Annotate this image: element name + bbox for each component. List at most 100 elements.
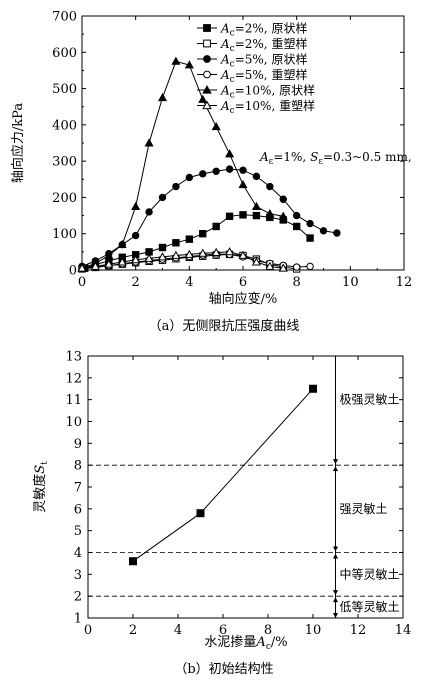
chart-a-data-point — [212, 222, 220, 231]
chart-a-data-point — [157, 92, 168, 102]
chart-a-data-point — [199, 230, 207, 238]
chart-a-y-axis-label: 轴向应力/kPa — [10, 103, 26, 183]
chart-a-data-point — [131, 201, 141, 210]
chart-a-y-tick-label: 100 — [52, 227, 77, 242]
chart-a-data-point — [158, 193, 167, 202]
chart-b-zone-arrow — [333, 459, 338, 465]
chart-b-x-tick-label: 12 — [350, 623, 367, 638]
chart-a-y-tick-label: 600 — [52, 46, 77, 61]
chart-a-legend-marker — [202, 100, 212, 110]
chart-b-zone-arrow — [333, 613, 338, 618]
chart-a-data-point — [158, 243, 167, 252]
chart-b-ticks — [87, 355, 404, 619]
chart-a-x-tick-label: 4 — [185, 275, 193, 290]
chart-a-data-point — [266, 182, 274, 191]
chart-a-data-point — [279, 195, 287, 203]
chart-a-y-tick-label: 0 — [69, 264, 77, 279]
chart-a-data-point — [212, 167, 220, 176]
chart-b-data-point — [309, 384, 317, 393]
chart-a-data-point — [90, 261, 100, 270]
chart-b-caption: （b）初始结构性 — [174, 662, 273, 677]
chart-b-x-tick-label: 10 — [305, 623, 322, 638]
chart-a-data-point — [77, 263, 87, 272]
chart-b-zone-label: 极强灵敏土 — [340, 392, 400, 407]
chart-b-x-axis-label: 水泥掺量Ac/% — [204, 634, 287, 652]
chart-a-x-tick-label: 2 — [132, 275, 140, 290]
chart-a-data-point — [131, 255, 141, 264]
chart-a-legend-marker — [203, 39, 211, 48]
chart-b-y-tick-label: 2 — [74, 590, 82, 605]
chart-a-data-point — [171, 250, 181, 259]
chart-b-zone-label: 低等灵敏土 — [340, 599, 400, 614]
chart-a-legend-label: Ac=5%, 重塑样 — [220, 67, 307, 85]
chart-a-caption: （a）无侧限抗压强度曲线 — [149, 318, 300, 334]
chart-a-data-point — [265, 261, 275, 270]
chart-b-x-tick-label: 8 — [264, 623, 272, 638]
chart-a-data-point — [104, 259, 114, 268]
chart-a-data-point — [252, 172, 261, 181]
chart-a-series-line — [84, 214, 311, 269]
chart-b-series — [129, 384, 317, 566]
chart-b-y-tick-label: 4 — [74, 546, 82, 561]
chart-a-y-tick-label: 500 — [52, 82, 77, 97]
chart-b-y-tick-label: 6 — [74, 502, 82, 517]
chart-a-data-point — [292, 263, 301, 271]
chart-b-y-tick-label: 12 — [65, 371, 82, 386]
chart-a-legend-item: Ac=5%, 重塑样 — [197, 67, 307, 85]
chart-b-y-tick-label: 8 — [74, 459, 82, 474]
chart-a-data-point — [198, 94, 208, 103]
chart-a-legend-marker — [203, 70, 211, 79]
chart-a-x-tick-labels: 0 2 4 6 8 10 12 — [78, 275, 412, 290]
chart-a-series-2 — [78, 165, 341, 271]
chart-a-data-point — [238, 180, 248, 189]
chart-a-y-tick-label: 700 — [52, 10, 77, 25]
chart-a-legend-item: Ac=2%, 原状样 — [197, 21, 307, 39]
chart-a-data-point — [252, 211, 261, 220]
chart-a-y-tick-label: 200 — [52, 191, 77, 206]
chart-a-series-0 — [80, 211, 314, 272]
chart-a-data-point — [171, 56, 181, 65]
chart-a-data-point — [306, 219, 314, 228]
chart-a-annotation: Aε=1%, Sε=0.3~0.5 mm, — [259, 150, 412, 167]
chart-a-data-point — [172, 239, 180, 247]
chart-a-data-point — [144, 138, 154, 147]
chart-a-data-point — [225, 165, 234, 173]
chart-a-legend-marker — [203, 24, 211, 32]
chart-b-y-tick-label: 1 — [74, 612, 82, 627]
chart-a-data-point — [265, 209, 275, 218]
chart-b-x-tick-label: 4 — [174, 623, 182, 638]
chart-a-data-point — [199, 170, 207, 178]
chart-a-data-point — [225, 149, 235, 158]
chart-b-y-tick-label: 10 — [65, 415, 82, 430]
chart-a-series — [77, 56, 341, 273]
chart-b-y-tick-label: 7 — [74, 481, 82, 496]
chart-b-series-line — [132, 388, 314, 562]
chart-a-data-point — [278, 263, 288, 272]
chart-a-data-point — [104, 250, 114, 259]
chart-a-legend-marker — [202, 85, 212, 94]
chart-a-data-point — [306, 262, 314, 271]
chart-a-data-point — [251, 257, 261, 266]
chart-a-x-tick-label: 0 — [78, 275, 86, 290]
chart-a-data-point — [117, 239, 127, 249]
chart-a-legend-label: Ac=2%, 重塑样 — [220, 36, 307, 54]
chart-a-series-line — [81, 60, 284, 269]
chart-b-threshold-lines — [88, 464, 403, 597]
chart-a-x-tick-label: 12 — [396, 275, 413, 290]
chart-b-series-0 — [129, 384, 317, 566]
chart-b-zone-arrow — [333, 546, 338, 552]
chart-a-x-tick-label: 8 — [293, 275, 301, 290]
chart-b-zone-arrow — [333, 597, 338, 603]
chart-a-legend-label: Ac=2%, 原状样 — [220, 21, 307, 39]
chart-a-data-point — [198, 248, 208, 257]
chart-a-x-axis-label: 轴向应变/% — [209, 291, 278, 307]
chart-a-y-tick-label: 400 — [52, 118, 77, 133]
chart-a-data-point — [211, 121, 221, 131]
chart-a-data-point — [319, 227, 328, 235]
chart-b-data-point — [196, 509, 205, 518]
chart-a-data-point — [251, 201, 261, 210]
chart-a-y-tick-label: 300 — [52, 155, 77, 170]
chart-a-data-point — [184, 249, 194, 258]
